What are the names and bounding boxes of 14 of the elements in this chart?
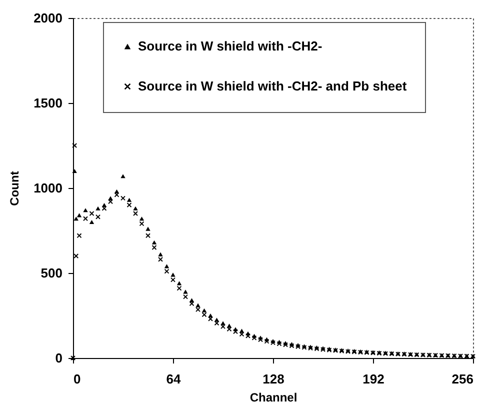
x-axis-title: Channel bbox=[250, 390, 298, 404]
y-axis-title: Count bbox=[8, 171, 22, 206]
x-tick-label: 128 bbox=[262, 372, 284, 386]
y-tick-label: 2000 bbox=[34, 10, 62, 26]
x-tick-label: 64 bbox=[166, 372, 182, 386]
y-tick-label: 0 bbox=[55, 350, 62, 366]
y-tick-label: 1000 bbox=[34, 180, 62, 196]
legend-label: Source in W shield with -CH2- and Pb sheet bbox=[138, 78, 408, 94]
x-tick-label: 256 bbox=[452, 372, 474, 386]
y-tick-label: 1500 bbox=[34, 96, 62, 110]
x-tick-label: 192 bbox=[362, 372, 384, 386]
y-tick-label: 500 bbox=[40, 266, 62, 280]
legend-label: Source in W shield with -CH2- bbox=[138, 38, 322, 54]
x-tick-label: 0 bbox=[74, 372, 81, 386]
